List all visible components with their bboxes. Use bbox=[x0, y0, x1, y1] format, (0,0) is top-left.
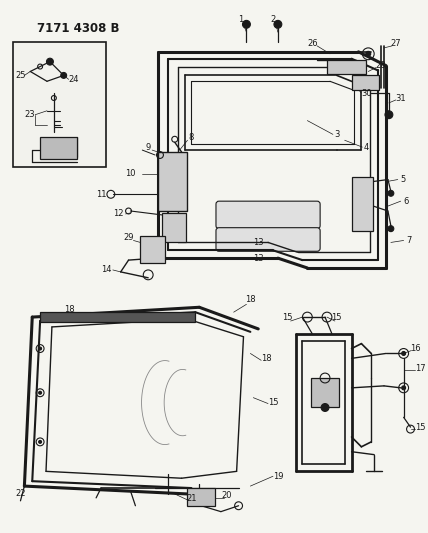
Text: 11: 11 bbox=[96, 190, 106, 199]
Bar bbox=[327, 60, 366, 75]
Text: 13: 13 bbox=[253, 254, 264, 263]
Text: 15: 15 bbox=[282, 312, 293, 321]
Circle shape bbox=[39, 391, 42, 394]
Text: 13: 13 bbox=[253, 238, 264, 247]
Bar bbox=[311, 378, 339, 408]
Text: 14: 14 bbox=[101, 265, 111, 274]
Text: 25: 25 bbox=[15, 71, 26, 80]
Text: 8: 8 bbox=[189, 133, 194, 142]
Text: 6: 6 bbox=[403, 197, 408, 206]
Text: 22: 22 bbox=[15, 489, 26, 498]
Circle shape bbox=[274, 20, 282, 28]
Text: 3: 3 bbox=[334, 130, 339, 139]
Text: 7171 4308 B: 7171 4308 B bbox=[37, 22, 120, 35]
Text: 4: 4 bbox=[364, 143, 369, 151]
Text: 27: 27 bbox=[390, 39, 401, 49]
FancyBboxPatch shape bbox=[216, 201, 320, 229]
Text: 31: 31 bbox=[395, 93, 406, 102]
Bar bbox=[158, 152, 187, 211]
Circle shape bbox=[385, 111, 393, 119]
Text: 26: 26 bbox=[307, 39, 318, 49]
Text: 18: 18 bbox=[261, 354, 271, 363]
Bar bbox=[40, 312, 195, 322]
Text: 19: 19 bbox=[273, 472, 283, 481]
Circle shape bbox=[39, 440, 42, 443]
FancyBboxPatch shape bbox=[216, 228, 320, 251]
Bar bbox=[40, 138, 77, 159]
Text: 18: 18 bbox=[64, 305, 75, 314]
Text: 12: 12 bbox=[113, 209, 124, 219]
Text: 9: 9 bbox=[146, 143, 151, 151]
Text: 10: 10 bbox=[125, 169, 136, 178]
Circle shape bbox=[39, 347, 42, 350]
Text: 28: 28 bbox=[376, 61, 386, 70]
Circle shape bbox=[388, 226, 394, 232]
Circle shape bbox=[401, 386, 406, 390]
Bar bbox=[187, 488, 215, 506]
Bar bbox=[140, 236, 165, 263]
Text: 15: 15 bbox=[415, 423, 425, 432]
Circle shape bbox=[366, 51, 371, 56]
Text: 2: 2 bbox=[270, 15, 276, 24]
Text: 29: 29 bbox=[123, 233, 134, 242]
Circle shape bbox=[47, 58, 54, 65]
Text: 23: 23 bbox=[24, 110, 35, 119]
Text: 17: 17 bbox=[415, 364, 426, 373]
Text: 7: 7 bbox=[406, 236, 411, 245]
Text: 15: 15 bbox=[268, 398, 278, 407]
Text: 30: 30 bbox=[361, 88, 372, 98]
Text: 21: 21 bbox=[186, 495, 197, 503]
Circle shape bbox=[321, 403, 329, 411]
Circle shape bbox=[401, 351, 406, 356]
Bar bbox=[162, 213, 185, 243]
Text: 5: 5 bbox=[400, 175, 405, 184]
Text: 16: 16 bbox=[410, 344, 421, 353]
Text: 20: 20 bbox=[222, 491, 232, 500]
Text: 15: 15 bbox=[332, 312, 342, 321]
Circle shape bbox=[388, 190, 394, 196]
Circle shape bbox=[243, 20, 250, 28]
Circle shape bbox=[61, 72, 67, 78]
Bar bbox=[351, 176, 373, 231]
Bar bbox=[12, 42, 106, 167]
Text: 18: 18 bbox=[245, 295, 256, 304]
Bar bbox=[351, 75, 379, 90]
Text: 1: 1 bbox=[238, 15, 243, 24]
Text: 24: 24 bbox=[68, 75, 79, 84]
